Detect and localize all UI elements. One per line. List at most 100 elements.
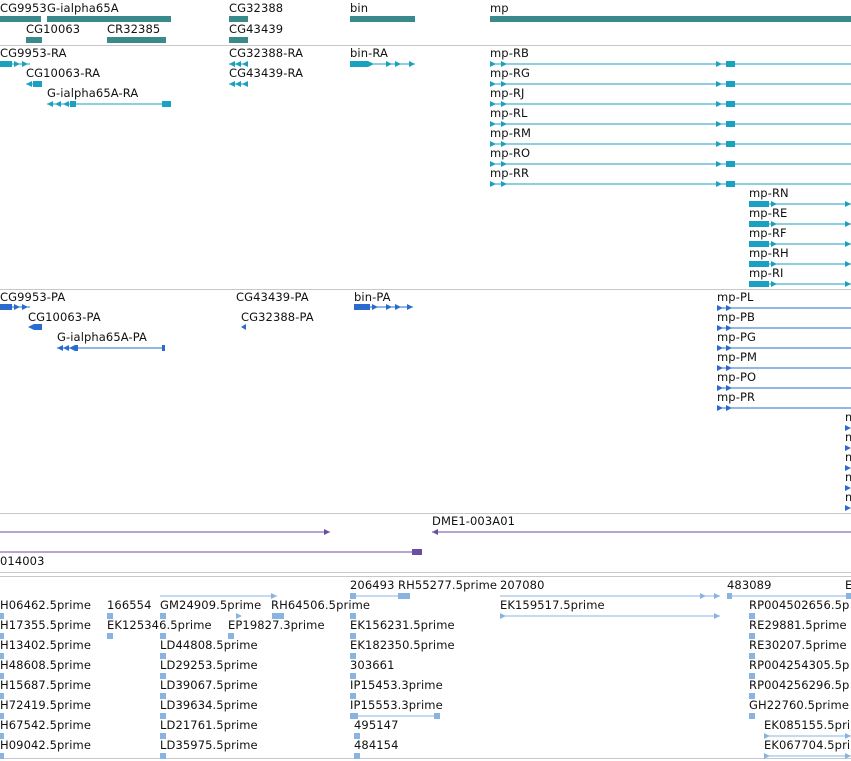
est-label: EK085155.5prime	[764, 718, 851, 732]
est-row-7[interactable]	[0, 733, 851, 739]
protein-label: CG32388-PA	[241, 310, 314, 324]
est-label: LD21761.5prime	[160, 718, 258, 732]
est-row-0[interactable]	[160, 593, 851, 599]
transcript-label: mp-RF	[749, 226, 787, 240]
track-separator-genes	[0, 45, 851, 46]
transcript-mp-rn[interactable]	[749, 201, 851, 207]
transcript-mp-re[interactable]	[749, 221, 851, 227]
transcript-label: mp-RL	[490, 106, 528, 120]
transcript-cg43439-ra[interactable]	[229, 81, 248, 87]
protein-mp-pl[interactable]	[717, 305, 851, 311]
est-label: RE29881.5prime	[749, 618, 847, 632]
est-label: EK156231.5prime	[350, 618, 455, 632]
protein-mp-overflow[interactable]	[845, 425, 851, 511]
transcript-mp-rm[interactable]	[490, 141, 851, 147]
protein-mp-pg[interactable]	[717, 345, 851, 351]
est-label: H09042.5prime	[0, 738, 92, 752]
est-label: 206493	[350, 578, 395, 592]
transcript-mp-ro[interactable]	[490, 161, 851, 167]
protein-mp-pr[interactable]	[717, 405, 851, 411]
transcript-label: mp-RR	[490, 166, 530, 180]
transcript-mp-rh[interactable]	[749, 261, 851, 267]
transcript-label: mp-RI	[749, 266, 784, 280]
transcript-cg10063-ra[interactable]	[26, 81, 42, 87]
est-label: LD29253.5prime	[160, 658, 258, 672]
transcript-mp-rf[interactable]	[749, 241, 851, 247]
transcript-label: mp-RM	[490, 126, 532, 140]
est-label: RH64506.5prime	[271, 598, 371, 612]
est-row-2[interactable]	[0, 633, 755, 639]
transcript-label: G-ialpha65A-RA	[47, 86, 139, 100]
protein-cg9953-pa[interactable]	[0, 304, 30, 310]
transcript-mp-rg[interactable]	[490, 81, 851, 87]
transcript-cg32388-ra[interactable]	[229, 61, 248, 67]
est-row-3[interactable]	[0, 653, 755, 659]
protein-g-ialpha65a-pa[interactable]	[57, 345, 165, 351]
clone-left[interactable]	[0, 529, 330, 535]
est-label: RE30207.5prime	[749, 638, 847, 652]
gene-label-g-ialpha65a: G-ialpha65A	[47, 1, 119, 15]
gene-bar-cg9953[interactable]	[0, 16, 41, 22]
transcript-bin-ra[interactable]	[350, 61, 415, 67]
transcript-mp-rj[interactable]	[490, 101, 851, 107]
gene-bar-cg32388[interactable]	[229, 16, 248, 22]
est-label: LD39067.5prime	[160, 678, 258, 692]
est-label: GM24909.5prime	[160, 598, 262, 612]
est-label: H72419.5prime	[0, 698, 92, 712]
est-row-1[interactable]	[0, 613, 755, 619]
clone-014003[interactable]	[0, 549, 422, 555]
est-label: LD35975.5prime	[160, 738, 258, 752]
protein-label: mp-PG	[717, 330, 756, 344]
est-row-8[interactable]	[0, 753, 851, 759]
transcript-mp-rl[interactable]	[490, 121, 851, 127]
track-separator-clones-bottom	[0, 576, 851, 577]
transcript-g-ialpha65a-ra[interactable]	[47, 101, 171, 107]
transcript-label: mp-RE	[749, 206, 788, 220]
est-label: H17355.5prime	[0, 618, 92, 632]
est-label: 207080	[500, 578, 545, 592]
est-label: RP004256296.5p	[749, 678, 850, 692]
transcript-mp-rb[interactable]	[490, 61, 851, 67]
gene-label-cr32385: CR32385	[107, 22, 161, 36]
protein-mp-po[interactable]	[717, 385, 851, 391]
est-row-5[interactable]	[0, 693, 755, 699]
est-label: LD44808.5prime	[160, 638, 258, 652]
track-separator-proteins	[0, 513, 851, 514]
transcript-mp-rr[interactable]	[490, 181, 851, 187]
est-label: 495147	[354, 718, 399, 732]
gene-bar-bin[interactable]	[350, 16, 415, 22]
transcript-label: CG32388-RA	[229, 46, 304, 60]
transcript-label: CG9953-RA	[0, 46, 67, 60]
gene-bar-cr32385[interactable]	[107, 37, 166, 43]
gene-bar-mp[interactable]	[490, 16, 851, 22]
est-label: 166554	[107, 598, 152, 612]
transcript-label: mp-RO	[490, 146, 531, 160]
est-label: H13402.5prime	[0, 638, 92, 652]
protein-label: bin-PA	[354, 290, 391, 304]
transcript-mp-ri[interactable]	[749, 281, 851, 287]
clone-label: 014003	[0, 554, 45, 568]
gene-bar-cg43439[interactable]	[229, 37, 248, 43]
transcript-cg9953-ra[interactable]	[0, 61, 30, 67]
protein-mp-pm[interactable]	[717, 365, 851, 371]
protein-bin-pa[interactable]	[354, 304, 413, 310]
protein-cg32388-pa[interactable]	[241, 324, 246, 330]
protein-mp-pb[interactable]	[717, 325, 851, 331]
est-row-4[interactable]	[0, 673, 755, 679]
clone-dme1-003a01[interactable]	[432, 529, 851, 535]
transcript-label: bin-RA	[350, 46, 388, 60]
est-label: H67542.5prime	[0, 718, 92, 732]
gene-bar-cg10063[interactable]	[26, 37, 42, 43]
transcript-label: mp-RB	[490, 46, 530, 60]
protein-label: mp-PB	[717, 310, 755, 324]
est-label: 484154	[354, 738, 399, 752]
protein-cg10063-pa[interactable]	[28, 324, 42, 330]
est-row-6[interactable]	[0, 713, 755, 719]
protein-label: G-ialpha65A-PA	[57, 330, 147, 344]
protein-label: mp-PL	[717, 290, 754, 304]
gene-bar-g-ialpha65a[interactable]	[47, 16, 171, 22]
est-label: EK159517.5prime	[500, 598, 605, 612]
track-separator-bottom	[0, 758, 851, 759]
est-label: H48608.5prime	[0, 658, 92, 672]
